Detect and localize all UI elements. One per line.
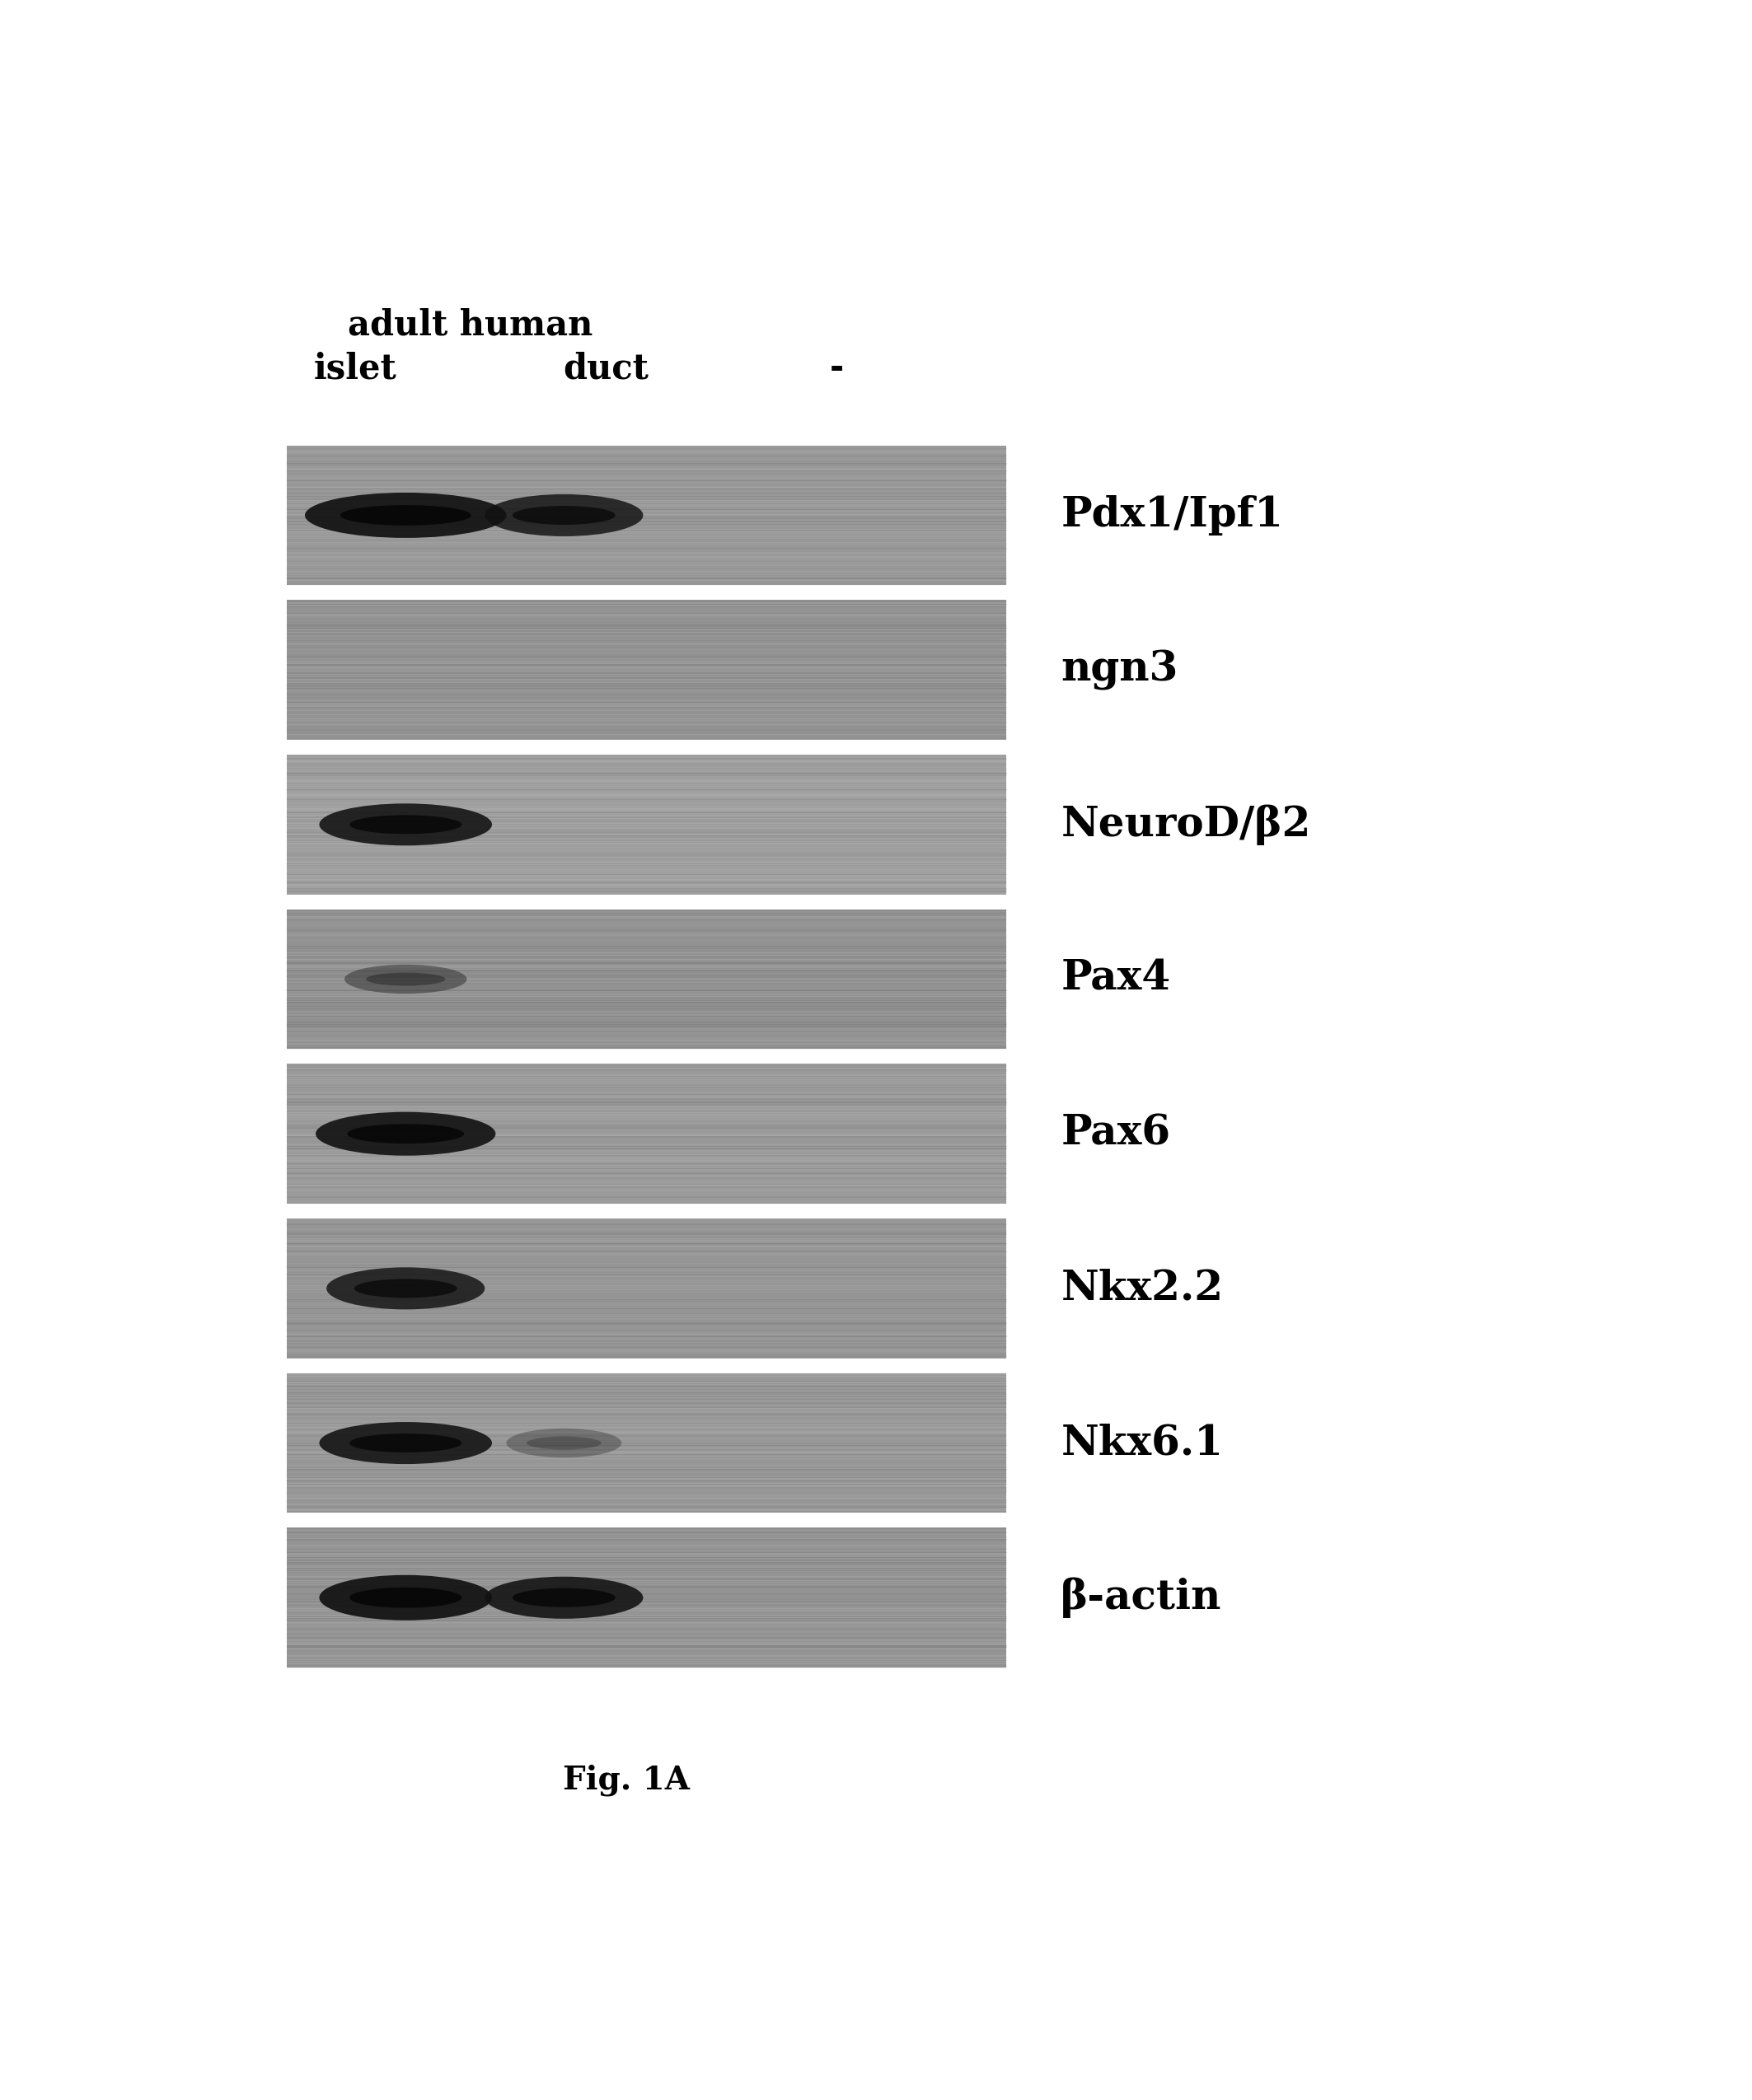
Bar (287, 754, 1006, 895)
Ellipse shape (315, 1111, 496, 1155)
Ellipse shape (513, 506, 615, 525)
Ellipse shape (485, 1577, 643, 1619)
Ellipse shape (319, 804, 492, 846)
Bar (287, 1373, 1006, 1512)
Ellipse shape (319, 1575, 492, 1621)
Text: Nkx6.1: Nkx6.1 (1062, 1424, 1223, 1464)
Text: Pdx1/Ipf1: Pdx1/Ipf1 (1062, 496, 1282, 536)
Ellipse shape (319, 1422, 492, 1464)
Bar (287, 601, 1006, 739)
Bar (287, 1529, 1006, 1667)
Ellipse shape (349, 1434, 463, 1453)
Ellipse shape (340, 506, 471, 525)
Ellipse shape (305, 494, 506, 538)
Ellipse shape (347, 1124, 464, 1145)
Ellipse shape (513, 1588, 615, 1607)
Text: duct: duct (562, 351, 648, 386)
Text: ngn3: ngn3 (1062, 649, 1177, 691)
Ellipse shape (349, 815, 463, 834)
Text: islet: islet (314, 351, 396, 386)
Text: NeuroD/β2: NeuroD/β2 (1062, 804, 1310, 844)
Bar (287, 445, 1006, 586)
Bar (287, 1065, 1006, 1203)
Ellipse shape (345, 964, 466, 993)
Ellipse shape (349, 1588, 463, 1609)
Text: Nkx2.2: Nkx2.2 (1062, 1268, 1223, 1308)
Text: Pax4: Pax4 (1062, 960, 1170, 1000)
Ellipse shape (506, 1428, 622, 1457)
Text: β-actin: β-actin (1062, 1577, 1221, 1617)
Ellipse shape (354, 1279, 457, 1298)
Text: -: - (830, 351, 844, 386)
Ellipse shape (485, 494, 643, 536)
Bar (287, 909, 1006, 1050)
Text: Fig. 1A: Fig. 1A (562, 1764, 690, 1796)
Ellipse shape (527, 1436, 601, 1449)
Ellipse shape (366, 972, 445, 985)
Ellipse shape (326, 1268, 485, 1310)
Text: Pax6: Pax6 (1062, 1113, 1170, 1155)
Bar (287, 1218, 1006, 1359)
Text: adult human: adult human (347, 307, 592, 342)
